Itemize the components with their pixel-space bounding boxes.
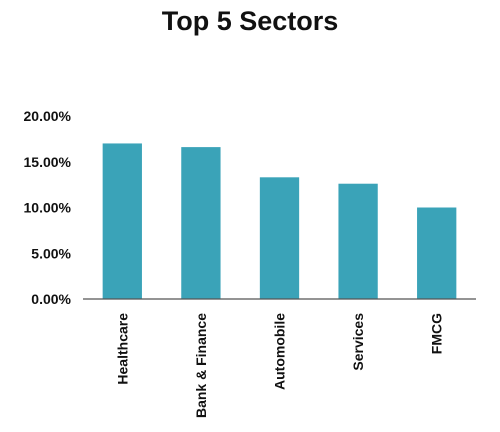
y-tick-label: 10.00%: [24, 200, 72, 216]
x-tick-label: FMCG: [429, 313, 445, 354]
x-tick-label: Healthcare: [114, 313, 130, 385]
bar: [259, 177, 300, 299]
y-tick-label: 15.00%: [24, 154, 72, 170]
y-tick-label: 0.00%: [31, 291, 71, 307]
bar: [102, 143, 142, 299]
x-tick-label: Services: [350, 313, 366, 371]
bars: [102, 143, 457, 299]
x-tick-label: Bank & Finance: [193, 313, 209, 418]
y-tick-label: 20.00%: [24, 108, 72, 124]
bar: [181, 147, 221, 299]
bar: [338, 183, 378, 299]
x-axis-ticks: Healthcare Bank & Finance Automobile Servic…: [114, 313, 444, 418]
y-tick-label: 5.00%: [31, 245, 71, 261]
x-tick-label: Automobile: [272, 313, 288, 390]
chart-title: Top 5 Sectors: [161, 6, 339, 36]
y-axis-ticks: 0.00% 5.00% 10.00% 15.00% 20.00%: [24, 108, 72, 307]
bar: [417, 207, 457, 299]
